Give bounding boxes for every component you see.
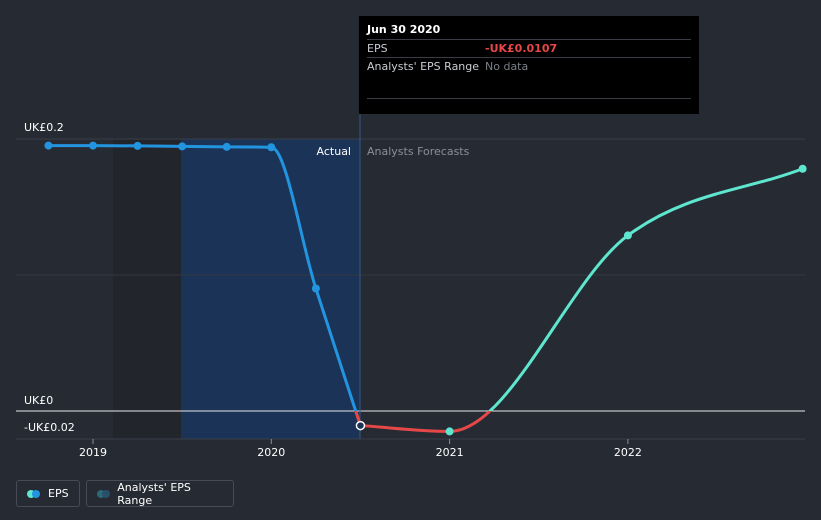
eps-actual-point[interactable]	[267, 143, 276, 152]
eps-selected-point[interactable]	[355, 420, 366, 431]
tooltip-row-eps: EPS -UK£0.0107	[367, 39, 691, 57]
tooltip-eps-label: EPS	[367, 42, 388, 55]
legend-range-label: Analysts' EPS Range	[117, 480, 191, 507]
x-tick-label: 2020	[257, 446, 285, 459]
legend-eps-label: EPS	[48, 487, 69, 500]
past-highlight-band	[181, 139, 360, 439]
eps-forecast-point[interactable]	[445, 427, 454, 436]
x-axis: 2019 2020 2021 2022	[79, 439, 642, 459]
eps-actual-point[interactable]	[89, 141, 97, 150]
legend-range-toggle[interactable]: Analysts' EPS Range	[86, 480, 234, 507]
legend-eps-toggle[interactable]: EPS	[16, 480, 80, 507]
x-tick-label: 2019	[79, 446, 107, 459]
tooltip-eps-value: -UK£0.0107	[485, 42, 558, 55]
tooltip-range-value: No data	[485, 60, 529, 73]
forecast-section-label: Analysts Forecasts	[367, 145, 470, 158]
actual-section-label: Actual	[317, 145, 351, 158]
tooltip-row-range: Analysts' EPS Range No data	[367, 57, 691, 99]
eps-forecast-point[interactable]	[798, 164, 807, 173]
eps-dot-icon	[27, 489, 41, 498]
eps-actual-point[interactable]	[133, 141, 142, 150]
eps-actual-point[interactable]	[178, 142, 187, 151]
tooltip-range-label: Analysts' EPS Range	[367, 60, 480, 73]
eps-forecast-negative-line	[360, 411, 493, 433]
x-tick-label: 2021	[436, 446, 464, 459]
y-tick-label: UK£0	[24, 394, 53, 407]
tooltip-date: Jun 30 2020	[367, 23, 441, 36]
eps-actual-point[interactable]	[222, 142, 231, 151]
tooltip: Jun 30 2020 EPS -UK£0.0107 Analysts' EPS…	[359, 16, 699, 114]
eps-forecast-line	[487, 167, 804, 411]
y-tick-label: UK£0.2	[24, 121, 64, 134]
x-tick-label: 2022	[614, 446, 642, 459]
range-dot-icon	[97, 489, 110, 498]
eps-actual-point[interactable]	[44, 141, 53, 150]
series-layer	[44, 141, 807, 436]
eps-forecast-point[interactable]	[623, 231, 632, 240]
y-tick-label: -UK£0.02	[24, 421, 75, 434]
past-shade-dark	[113, 139, 181, 439]
eps-actual-point[interactable]	[311, 284, 320, 293]
